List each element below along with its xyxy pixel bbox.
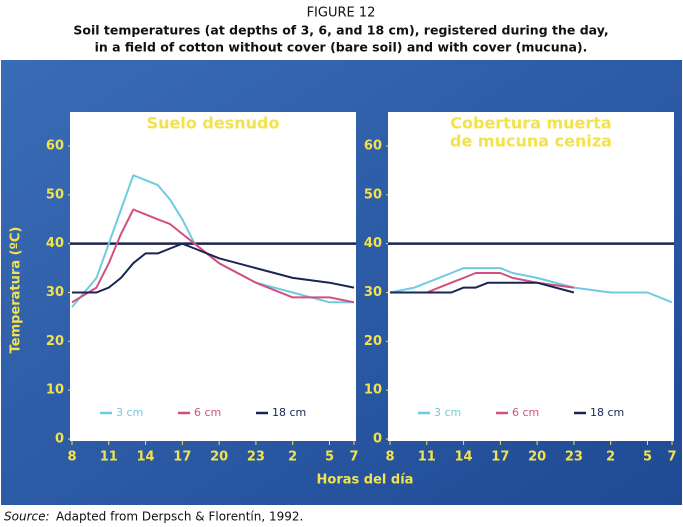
- figure-label: FIGURE 12: [307, 6, 376, 21]
- chart-title: de mucuna ceniza: [450, 132, 612, 151]
- y-tick-label: 10: [46, 383, 64, 398]
- y-tick-label: 60: [46, 139, 64, 154]
- legend-label: 3 cm: [434, 406, 461, 419]
- plot-area: [70, 112, 356, 441]
- legend-label: 6 cm: [512, 406, 539, 419]
- series-line: [71, 208, 355, 304]
- x-tick-label: 2: [288, 450, 297, 465]
- y-tick-label: 0: [55, 432, 64, 447]
- y-tick-label: 50: [364, 187, 382, 202]
- x-tick-label: 8: [385, 450, 394, 465]
- series-line: [71, 174, 354, 308]
- y-tick-label: 0: [373, 432, 382, 447]
- y-tick-label: 60: [364, 139, 382, 154]
- caption: Soil temperatures (at depths of 3, 6, an…: [73, 23, 608, 38]
- x-tick-label: 7: [667, 450, 676, 465]
- y-tick-label: 40: [364, 236, 382, 251]
- x-tick-label: 2: [606, 450, 615, 465]
- y-axis-label: Temperatura (ºC): [9, 227, 24, 354]
- legend-label: 18 cm: [590, 406, 624, 419]
- x-axis-label: Horas del día: [317, 473, 414, 488]
- caption: in a field of cotton without cover (bare…: [95, 40, 588, 55]
- x-tick-label: 11: [418, 450, 436, 465]
- x-tick-label: 11: [100, 450, 118, 465]
- x-tick-label: 17: [491, 450, 509, 465]
- x-tick-label: 23: [247, 450, 265, 465]
- legend-label: 3 cm: [116, 406, 143, 419]
- series-line: [390, 281, 575, 294]
- legend-label: 6 cm: [194, 406, 221, 419]
- x-tick-label: 14: [455, 450, 473, 465]
- y-tick-label: 20: [46, 334, 64, 349]
- y-tick-label: 20: [364, 334, 382, 349]
- source: Adapted from Derpsch & Florentín, 1992.: [56, 510, 303, 524]
- legend-label: 18 cm: [272, 406, 306, 419]
- series-line: [72, 242, 355, 294]
- series-line: [389, 267, 673, 304]
- y-tick-label: 40: [46, 236, 64, 251]
- chart-title: Cobertura muerta: [450, 114, 611, 133]
- x-tick-label: 14: [137, 450, 155, 465]
- x-tick-label: 5: [643, 450, 652, 465]
- x-tick-label: 7: [349, 450, 358, 465]
- y-tick-label: 30: [364, 285, 382, 300]
- y-tick-label: 30: [46, 285, 64, 300]
- source-label: Source:: [4, 510, 50, 524]
- x-tick-label: 5: [325, 450, 334, 465]
- x-tick-label: 17: [173, 450, 191, 465]
- y-tick-label: 50: [46, 187, 64, 202]
- x-tick-label: 8: [67, 450, 76, 465]
- y-tick-label: 10: [364, 383, 382, 398]
- x-tick-label: 20: [528, 450, 546, 465]
- chart-title: Suelo desnudo: [147, 114, 280, 133]
- x-tick-label: 23: [565, 450, 583, 465]
- x-tick-label: 20: [210, 450, 228, 465]
